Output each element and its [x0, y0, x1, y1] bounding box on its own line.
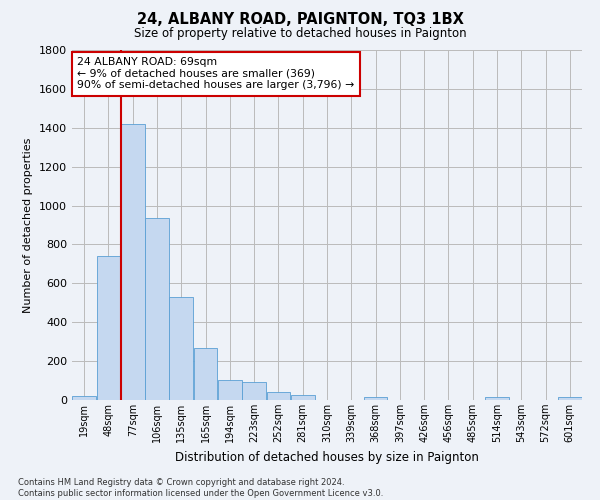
Bar [121, 124, 145, 400]
Bar [145, 218, 169, 400]
Text: 24, ALBANY ROAD, PAIGNTON, TQ3 1BX: 24, ALBANY ROAD, PAIGNTON, TQ3 1BX [137, 12, 463, 28]
Bar [97, 256, 121, 400]
X-axis label: Distribution of detached houses by size in Paignton: Distribution of detached houses by size … [175, 450, 479, 464]
Y-axis label: Number of detached properties: Number of detached properties [23, 138, 34, 312]
Bar [364, 397, 388, 400]
Bar [485, 397, 509, 400]
Text: Contains HM Land Registry data © Crown copyright and database right 2024.
Contai: Contains HM Land Registry data © Crown c… [18, 478, 383, 498]
Text: Size of property relative to detached houses in Paignton: Size of property relative to detached ho… [134, 28, 466, 40]
Bar [558, 397, 582, 400]
Bar [218, 380, 242, 400]
Text: 24 ALBANY ROAD: 69sqm
← 9% of detached houses are smaller (369)
90% of semi-deta: 24 ALBANY ROAD: 69sqm ← 9% of detached h… [77, 57, 355, 90]
Bar [169, 297, 193, 400]
Bar [291, 395, 314, 400]
Bar [242, 382, 266, 400]
Bar [72, 396, 96, 400]
Bar [194, 348, 217, 400]
Bar [266, 392, 290, 400]
